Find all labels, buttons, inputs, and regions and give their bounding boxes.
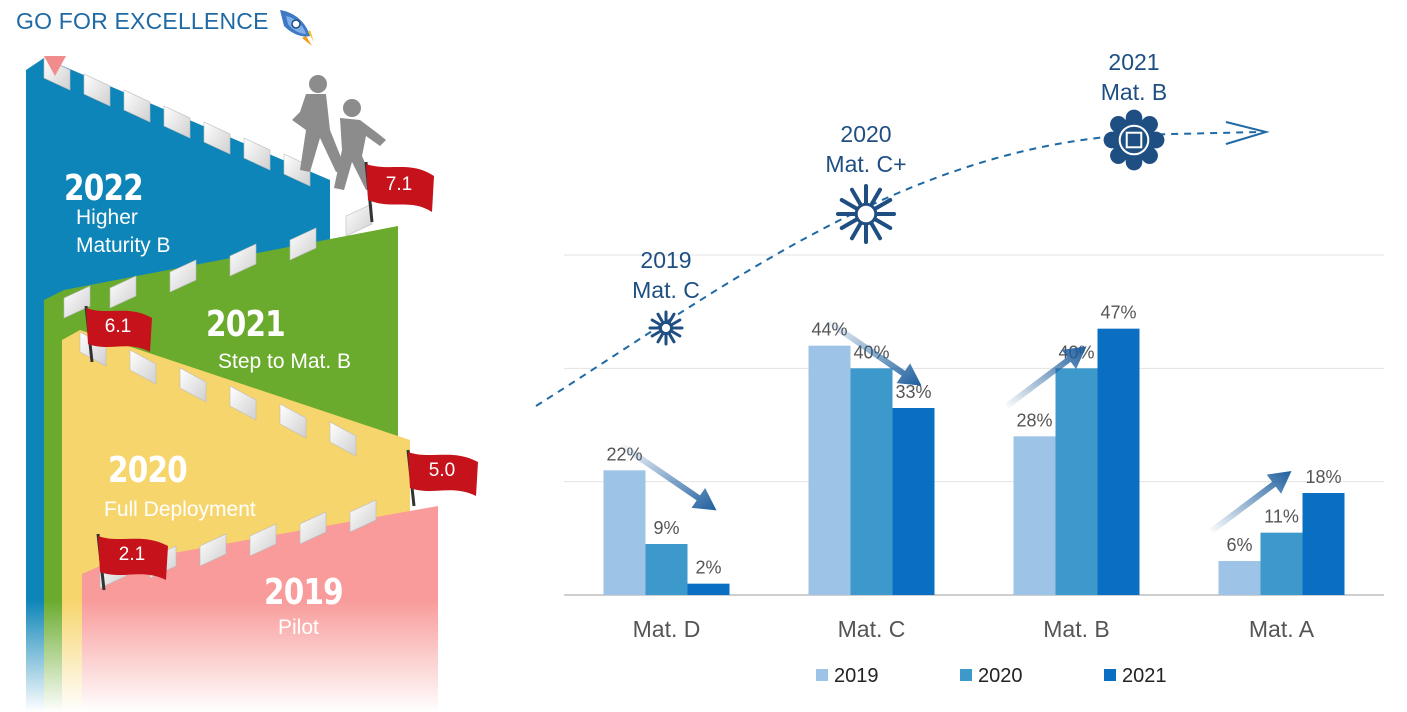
legend-label: 2021 (1122, 665, 1167, 687)
data-label: 18% (1305, 467, 1341, 487)
bar-2021-3 (1302, 493, 1345, 595)
maturity-path (535, 131, 1261, 407)
stair-label-2022-line1: Higher (76, 206, 138, 229)
stair-label-2020: Full Deployment (104, 498, 256, 521)
path-year-label: 2020 (840, 121, 891, 147)
bar-2019-1 (808, 345, 851, 595)
legend-swatch-2019 (816, 669, 828, 681)
data-label: 22% (606, 444, 642, 464)
data-label: 47% (1100, 303, 1136, 323)
stair-label-2022-line2: Maturity B (76, 234, 171, 257)
path-level-label: Mat. C+ (825, 151, 906, 177)
bar-2021-2 (1097, 328, 1140, 595)
start-marker-icon (44, 56, 66, 76)
category-label: Mat. B (1043, 616, 1109, 642)
flag-value-7-1: 7.1 (385, 174, 413, 195)
bar-chart: 22%9%2%Mat. D44%40%33%Mat. C28%40%47%Mat… (535, 49, 1384, 687)
flag-icon-7-1 (364, 161, 434, 223)
legend-swatch-2021 (1104, 669, 1116, 681)
stair-label-2021: Step to Mat. B (218, 350, 352, 373)
stair-year-2021: 2021 (206, 304, 286, 345)
data-label: 33% (895, 382, 931, 402)
data-label: 9% (653, 518, 679, 538)
staircase-graphic (0, 56, 520, 712)
bar-2021-1 (892, 408, 935, 595)
data-label: 28% (1016, 410, 1052, 430)
data-label: 44% (811, 320, 847, 340)
stair-steps-2020 (79, 331, 357, 457)
legend-label: 2020 (978, 665, 1023, 687)
path-year-label: 2021 (1108, 49, 1159, 75)
stair-steps-2022 (43, 57, 311, 187)
category-label: Mat. D (633, 616, 701, 642)
flag-value-5-0: 5.0 (428, 460, 456, 481)
stair-label-2019: Pilot (278, 616, 319, 639)
flag-value-2-1: 2.1 (118, 544, 146, 565)
flag-icon-5-0 (406, 449, 478, 507)
bar-2020-1 (850, 368, 893, 595)
data-label: 6% (1226, 535, 1252, 555)
bar-2020-0 (645, 544, 688, 595)
bar-2019-0 (603, 470, 646, 595)
path-arrowhead (1225, 121, 1270, 145)
snowflake-icon (836, 184, 896, 244)
category-label: Mat. C (838, 616, 906, 642)
flag-icon-6-1 (84, 305, 152, 363)
bar-2019-2 (1013, 436, 1056, 595)
data-label: 2% (695, 558, 721, 578)
stair-year-2022: 2022 (64, 168, 144, 209)
bar-2021-0 (687, 583, 730, 595)
climbers-icon (292, 75, 386, 190)
path-level-label: Mat. B (1101, 79, 1167, 105)
legend-label: 2019 (834, 665, 879, 687)
path-level-label: Mat. C (632, 277, 700, 303)
legend-swatch-2020 (960, 669, 972, 681)
stair-steps-2021 (63, 203, 373, 319)
trend-arrow-down (619, 442, 717, 511)
flag-value-6-1: 6.1 (104, 316, 132, 337)
rocket-icon (280, 10, 314, 46)
stair-year-2020: 2020 (108, 450, 188, 491)
page-title: GO FOR EXCELLENCE (16, 8, 269, 34)
trend-arrow-up (1209, 471, 1292, 534)
bar-2020-3 (1260, 532, 1303, 595)
category-label: Mat. A (1249, 616, 1315, 642)
emblem-icon (1103, 109, 1165, 171)
path-year-label: 2019 (640, 247, 691, 273)
trend-arrow-up (1004, 346, 1087, 409)
stair-year-2019: 2019 (264, 572, 344, 613)
data-label: 11% (1264, 507, 1299, 527)
snowflake-icon (648, 310, 684, 346)
flag-icon-2-1 (96, 533, 168, 591)
bar-2019-3 (1218, 561, 1261, 595)
bar-2020-2 (1055, 368, 1098, 595)
trend-arrow-down (824, 318, 922, 386)
